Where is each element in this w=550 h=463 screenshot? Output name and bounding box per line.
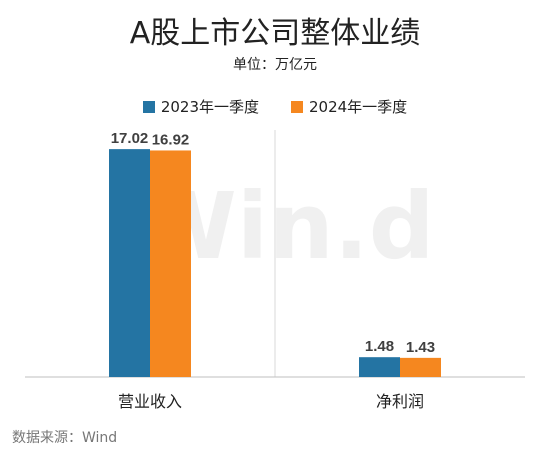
source-note: 数据来源：Wind (12, 430, 118, 446)
legend-item-2024q1: 2024年一季度 (291, 96, 407, 117)
data-label-net-profit-2024q1: 1.43 (406, 339, 435, 356)
legend-item-2023q1: 2023年一季度 (142, 96, 259, 117)
data-label-revenue-2024q1: 16.92 (152, 131, 190, 148)
legend-swatch-2023q1 (142, 100, 155, 113)
data-label-revenue-2023q1: 17.02 (111, 130, 149, 147)
bar-net-profit-2023q1 (359, 357, 400, 377)
bar-revenue-2023q1 (109, 149, 150, 377)
category-label-net-profit: 净利润 (376, 392, 424, 411)
legend-swatch-2024q1 (291, 100, 303, 113)
bar-net-profit-2024q1 (400, 357, 441, 377)
category-label-revenue: 营业收入 (118, 392, 182, 411)
chart-subtitle: 单位：万亿元 (233, 57, 317, 73)
legend-label-2024q1: 2024年一季度 (309, 98, 408, 116)
legend: 2023年一季度 2024年一季度 (0, 96, 550, 117)
data-label-net-profit-2023q1: 1.48 (365, 338, 394, 355)
bar-revenue-2024q1 (150, 150, 191, 377)
chart-title: A股上市公司整体业绩 (129, 16, 421, 51)
legend-label-2023q1: 2023年一季度 (160, 98, 259, 116)
